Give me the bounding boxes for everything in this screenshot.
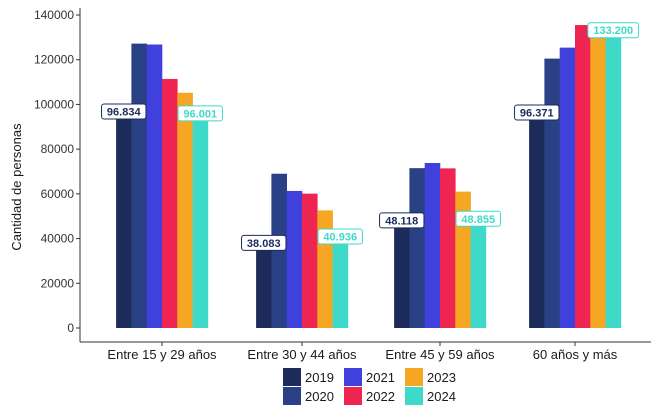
- bars: [116, 23, 622, 329]
- legend-label: 2022: [366, 389, 395, 404]
- data-label: 48.118: [379, 212, 425, 229]
- x-tick-label: Entre 45 y 59 años: [385, 347, 495, 362]
- data-label-box: [317, 228, 363, 245]
- bar: [394, 220, 410, 328]
- bar: [440, 168, 456, 328]
- y-tick-label: 140000: [34, 8, 74, 22]
- legend-label: 2024: [427, 389, 456, 404]
- data-label: 96.001: [177, 105, 223, 122]
- data-label-box: [379, 212, 425, 229]
- bar: [256, 242, 272, 328]
- legend-swatch: [283, 387, 301, 405]
- bar: [470, 218, 487, 328]
- bar: [302, 193, 318, 328]
- y-tick-label: 0: [67, 321, 74, 335]
- data-label-box: [177, 105, 223, 122]
- data-label-box: [241, 234, 287, 251]
- data-label-text: 40.936: [323, 231, 357, 243]
- legend-swatch: [344, 368, 362, 386]
- bar: [605, 30, 622, 329]
- data-label-text: 96.834: [107, 107, 142, 119]
- bar: [177, 92, 193, 328]
- bar: [409, 168, 425, 328]
- data-label-text: 96.001: [183, 108, 217, 120]
- data-label: 96.371: [514, 104, 560, 121]
- data-label: 40.936: [317, 228, 363, 245]
- y-tick-label: 80000: [41, 142, 75, 156]
- bar: [131, 43, 147, 329]
- bar: [317, 210, 333, 328]
- data-label-text: 96.371: [520, 108, 554, 120]
- data-label: 133.200: [587, 22, 640, 39]
- data-label: 48.855: [455, 210, 501, 227]
- data-label-box: [587, 22, 640, 39]
- data-label-text: 48.118: [385, 215, 418, 227]
- legend-swatch: [283, 368, 301, 386]
- x-tick-label: Entre 15 y 29 años: [107, 347, 217, 362]
- x-tick-label: 60 años y más: [533, 347, 618, 362]
- data-label: 96.834: [101, 103, 147, 120]
- y-axis: 0 20000 40000 60000 80000 100000 120000 140000: [34, 8, 81, 342]
- bar: [424, 163, 441, 328]
- data-label-text: 38.083: [247, 238, 281, 250]
- legend-swatch: [344, 387, 362, 405]
- bar: [146, 44, 163, 329]
- y-tick-label: 40000: [41, 232, 75, 246]
- legend-swatch: [405, 387, 423, 405]
- legend-label: 2021: [366, 370, 395, 385]
- data-labels: 96.834 38.083 48.118 96.371 96.001 40.936 48.8…: [101, 22, 640, 251]
- bar: [162, 78, 178, 328]
- bar: [192, 113, 209, 328]
- y-tick-label: 20000: [41, 276, 75, 290]
- y-tick-label: 120000: [34, 53, 74, 67]
- data-label-box: [101, 103, 147, 120]
- data-label-text: 48.855: [461, 214, 495, 226]
- bar: [575, 25, 591, 328]
- x-tick-label: Entre 30 y 44 años: [247, 347, 357, 362]
- bar: [559, 47, 576, 329]
- y-tick-label: 60000: [41, 187, 75, 201]
- data-label-box: [455, 210, 501, 227]
- bar: [529, 112, 545, 328]
- data-label-text: 133.200: [593, 25, 633, 37]
- legend-label: 2019: [305, 370, 334, 385]
- legend-label: 2020: [305, 389, 334, 404]
- data-label-box: [514, 104, 560, 121]
- y-axis-title: Cantidad de personas: [9, 123, 24, 251]
- x-axis: Entre 15 y 29 años Entre 30 y 44 años Entr…: [80, 341, 651, 362]
- bar: [271, 173, 287, 328]
- bar: [286, 190, 303, 328]
- legend-label: 2023: [427, 370, 456, 385]
- legend-swatch: [405, 368, 423, 386]
- bar: [116, 111, 132, 329]
- bar: [590, 23, 606, 328]
- bar: [544, 58, 560, 328]
- legend: 2019 2020 2021 2022 2023 2024: [283, 368, 456, 405]
- y-tick-label: 100000: [34, 97, 74, 111]
- data-label: 38.083: [241, 234, 287, 251]
- bar: [332, 236, 349, 328]
